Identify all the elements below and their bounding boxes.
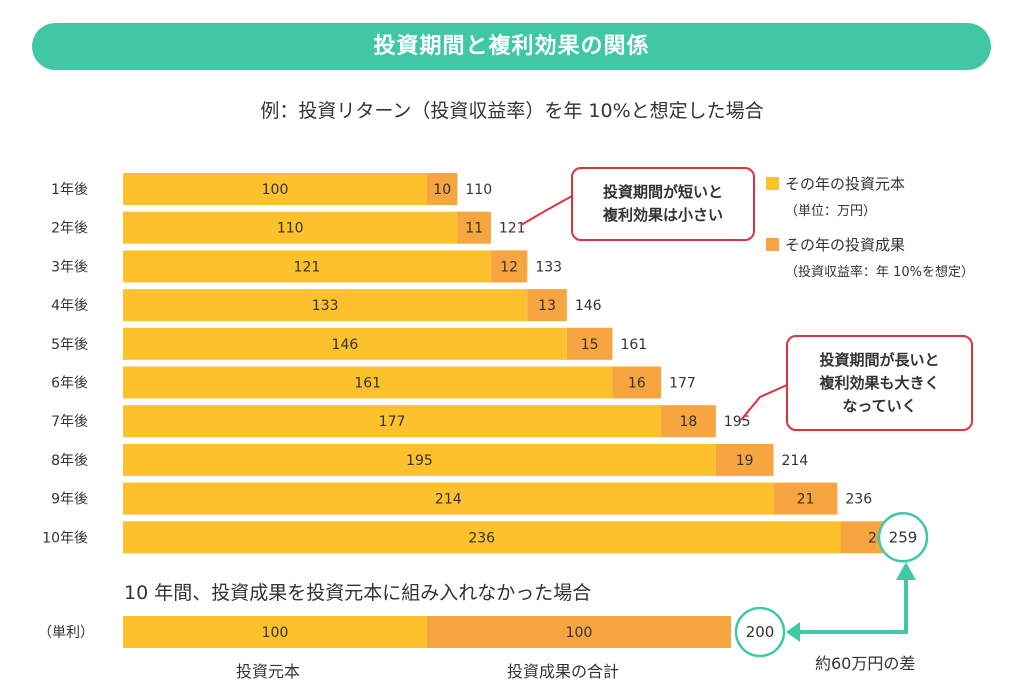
return-value-label: 16 — [628, 376, 646, 392]
return-value-label: 13 — [538, 298, 556, 314]
year-label: 9年後 — [51, 492, 88, 508]
legend-unit-note: （単位：万円） — [785, 204, 877, 219]
total-value-label: 146 — [575, 298, 602, 314]
callout-short-line-1: 投資期間が短いと — [602, 183, 723, 201]
principal-value-label: 133 — [312, 298, 339, 314]
total-value-label: 133 — [535, 259, 562, 275]
final-total-circle — [877, 512, 929, 563]
total-value-label: 161 — [620, 337, 647, 353]
title-banner: 投資期間と複利効果の関係 — [32, 23, 991, 70]
total-value-label: 110 — [465, 182, 492, 198]
total-value-label: 214 — [782, 453, 809, 469]
principal-value-label: 236 — [468, 530, 495, 546]
principal-value-label: 161 — [354, 376, 381, 392]
caption-return-total: 投資成果の合計 — [507, 662, 620, 681]
principal-value-label: 146 — [332, 337, 359, 353]
return-value-label: 11 — [465, 221, 483, 237]
callout-long-term: 投資期間が長いと 複利効果も大きく なっていく — [786, 335, 973, 431]
return-value-label: 15 — [581, 337, 599, 353]
legend-principal: その年の投資元本 （単位：万円） — [766, 173, 905, 219]
total-value-label: 177 — [669, 376, 696, 392]
simple-return-bar — [427, 616, 731, 648]
callout-long-line-3: なっていく — [842, 396, 917, 415]
principal-bar — [123, 173, 427, 205]
simple-principal-value: 100 — [262, 625, 289, 641]
callout-short-line-2: 複利効果は小さい — [602, 206, 723, 224]
return-bar — [715, 443, 774, 476]
legend-label-return: その年の投資成果 — [785, 236, 906, 254]
return-value-label: 10 — [433, 182, 451, 198]
return-value-label: 19 — [736, 453, 754, 469]
total-value-label: 195 — [724, 414, 751, 430]
principal-value-label: 121 — [294, 259, 321, 275]
callout-short-pointer — [520, 195, 573, 226]
principal-bar — [123, 521, 841, 554]
legend-swatch-return — [766, 238, 779, 251]
year-label: 3年後 — [51, 259, 88, 275]
return-bar — [612, 366, 662, 399]
difference-arrow-line — [796, 580, 908, 634]
year-label: 2年後 — [51, 221, 88, 237]
principal-value-label: 110 — [277, 221, 304, 237]
callout-long-pointer — [740, 384, 788, 421]
simple-principal-bar — [123, 616, 427, 648]
year-label: 6年後 — [51, 376, 88, 392]
principal-bar — [123, 250, 491, 283]
total-value-label: 236 — [845, 492, 872, 508]
principal-bar — [123, 405, 662, 438]
principal-bar — [123, 211, 458, 244]
difference-arrowhead-left — [786, 622, 800, 642]
chart-subtitle: 例：投資リターン（投資収益率）を年 10%と想定した場合 — [260, 100, 764, 122]
year-label: 5年後 — [51, 337, 88, 353]
principal-bar — [123, 327, 567, 360]
year-label: 4年後 — [51, 298, 88, 314]
return-bar — [661, 405, 716, 438]
return-value-label: 12 — [500, 259, 518, 275]
return-bar — [773, 482, 838, 515]
principal-bar — [123, 289, 528, 322]
callout-long-line-2: 複利効果も大きく — [819, 373, 940, 392]
principal-value-label: 214 — [435, 492, 462, 508]
simple-interest-heading: 10 年間、投資成果を投資元本に組み入れなかった場合 — [124, 582, 592, 604]
return-bar — [527, 289, 567, 322]
chart-title: 投資期間と複利効果の関係 — [373, 34, 650, 59]
difference-arrowhead-up — [896, 562, 916, 580]
legend-return: その年の投資成果 （投資収益率：年 10%を想定） — [766, 234, 974, 280]
simple-total-circle — [734, 606, 786, 658]
year-label: 10年後 — [42, 530, 88, 546]
year-label: 7年後 — [51, 414, 88, 430]
return-bar — [566, 327, 613, 360]
callout-short-term: 投資期間が短いと 複利効果は小さい — [571, 167, 755, 241]
principal-value-label: 100 — [262, 182, 289, 198]
total-value-label: 121 — [499, 221, 526, 237]
principal-value-label: 195 — [406, 453, 433, 469]
principal-value-label: 177 — [379, 414, 406, 430]
callout-long-line-1: 投資期間が長いと — [819, 350, 940, 369]
legend-swatch-principal — [766, 177, 779, 190]
return-value-label: 18 — [680, 414, 698, 430]
principal-bar — [123, 443, 716, 476]
return-value-label: 21 — [797, 492, 815, 508]
simple-return-value: 100 — [566, 625, 593, 641]
legend-rate-note: （投資収益率：年 10%を想定） — [785, 265, 975, 280]
simple-total-label: 200 — [746, 623, 775, 641]
principal-bar — [123, 366, 613, 399]
final-total-label: 259 — [889, 528, 918, 546]
return-bar — [490, 250, 528, 283]
principal-bar — [123, 482, 774, 515]
caption-principal: 投資元本 — [236, 662, 301, 681]
legend-label-principal: その年の投資元本 — [785, 175, 906, 193]
year-label: 1年後 — [51, 182, 88, 198]
caption-difference: 約60万円の差 — [815, 654, 916, 673]
return-bar — [457, 211, 491, 244]
year-label: 8年後 — [51, 453, 88, 469]
return-bar — [427, 173, 458, 205]
simple-interest-label: （単利） — [38, 625, 94, 641]
